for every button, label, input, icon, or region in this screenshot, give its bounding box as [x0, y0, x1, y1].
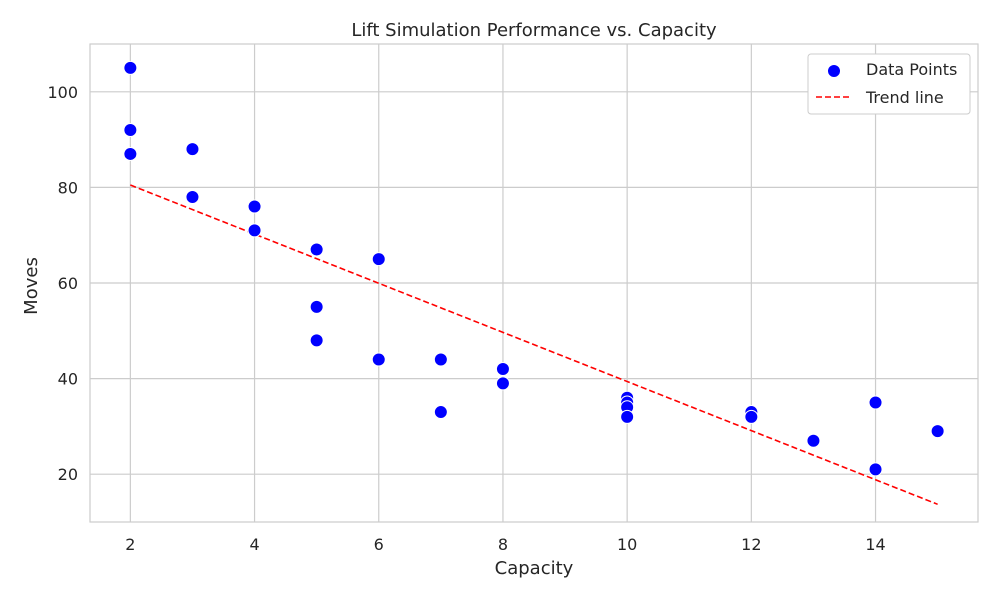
data-point [495, 376, 510, 391]
legend-label-data-points: Data Points [866, 60, 957, 79]
data-point [371, 252, 386, 267]
legend-marker-data-points [827, 64, 841, 78]
data-point [371, 352, 386, 367]
data-point [433, 352, 448, 367]
data-point [868, 395, 883, 410]
x-tick-label: 8 [498, 535, 508, 554]
data-point [495, 362, 510, 377]
y-axis-title: Moves [21, 257, 42, 315]
data-point [744, 409, 759, 424]
y-tick-label: 60 [58, 274, 78, 293]
chart-title: Lift Simulation Performance vs. Capacity [351, 20, 717, 41]
data-point [123, 60, 138, 75]
data-point [806, 433, 821, 448]
trend-line [130, 184, 938, 506]
data-point [930, 424, 945, 439]
data-point [309, 242, 324, 257]
data-point [433, 405, 448, 420]
x-tick-label: 10 [617, 535, 637, 554]
legend-label-trend-line: Trend line [865, 88, 944, 107]
data-points-layer [123, 60, 945, 477]
x-tick-label: 2 [125, 535, 135, 554]
y-tick-label: 40 [58, 370, 78, 389]
data-point [620, 409, 635, 424]
x-tick-labels: 2 4 6 8 10 12 14 [125, 535, 885, 554]
x-axis-title: Capacity [495, 558, 574, 579]
data-point [123, 146, 138, 161]
data-point [247, 199, 262, 214]
y-tick-label: 80 [58, 178, 78, 197]
data-point [247, 223, 262, 238]
x-tick-label: 4 [249, 535, 259, 554]
trend-line-layer [130, 184, 938, 506]
legend: Data Points Trend line [807, 53, 971, 115]
y-tick-label: 20 [58, 465, 78, 484]
data-point [868, 462, 883, 477]
grid-lines [90, 44, 978, 522]
y-tick-label: 100 [47, 83, 78, 102]
data-point [123, 123, 138, 138]
data-point [185, 189, 200, 204]
y-tick-labels: 20 40 60 80 100 [47, 83, 78, 484]
x-tick-label: 14 [865, 535, 885, 554]
plot-area-frame [89, 43, 979, 523]
data-point [185, 142, 200, 157]
x-tick-label: 12 [741, 535, 761, 554]
data-point [309, 333, 324, 348]
data-point [309, 299, 324, 314]
x-tick-label: 6 [374, 535, 384, 554]
legend-box [807, 53, 971, 115]
